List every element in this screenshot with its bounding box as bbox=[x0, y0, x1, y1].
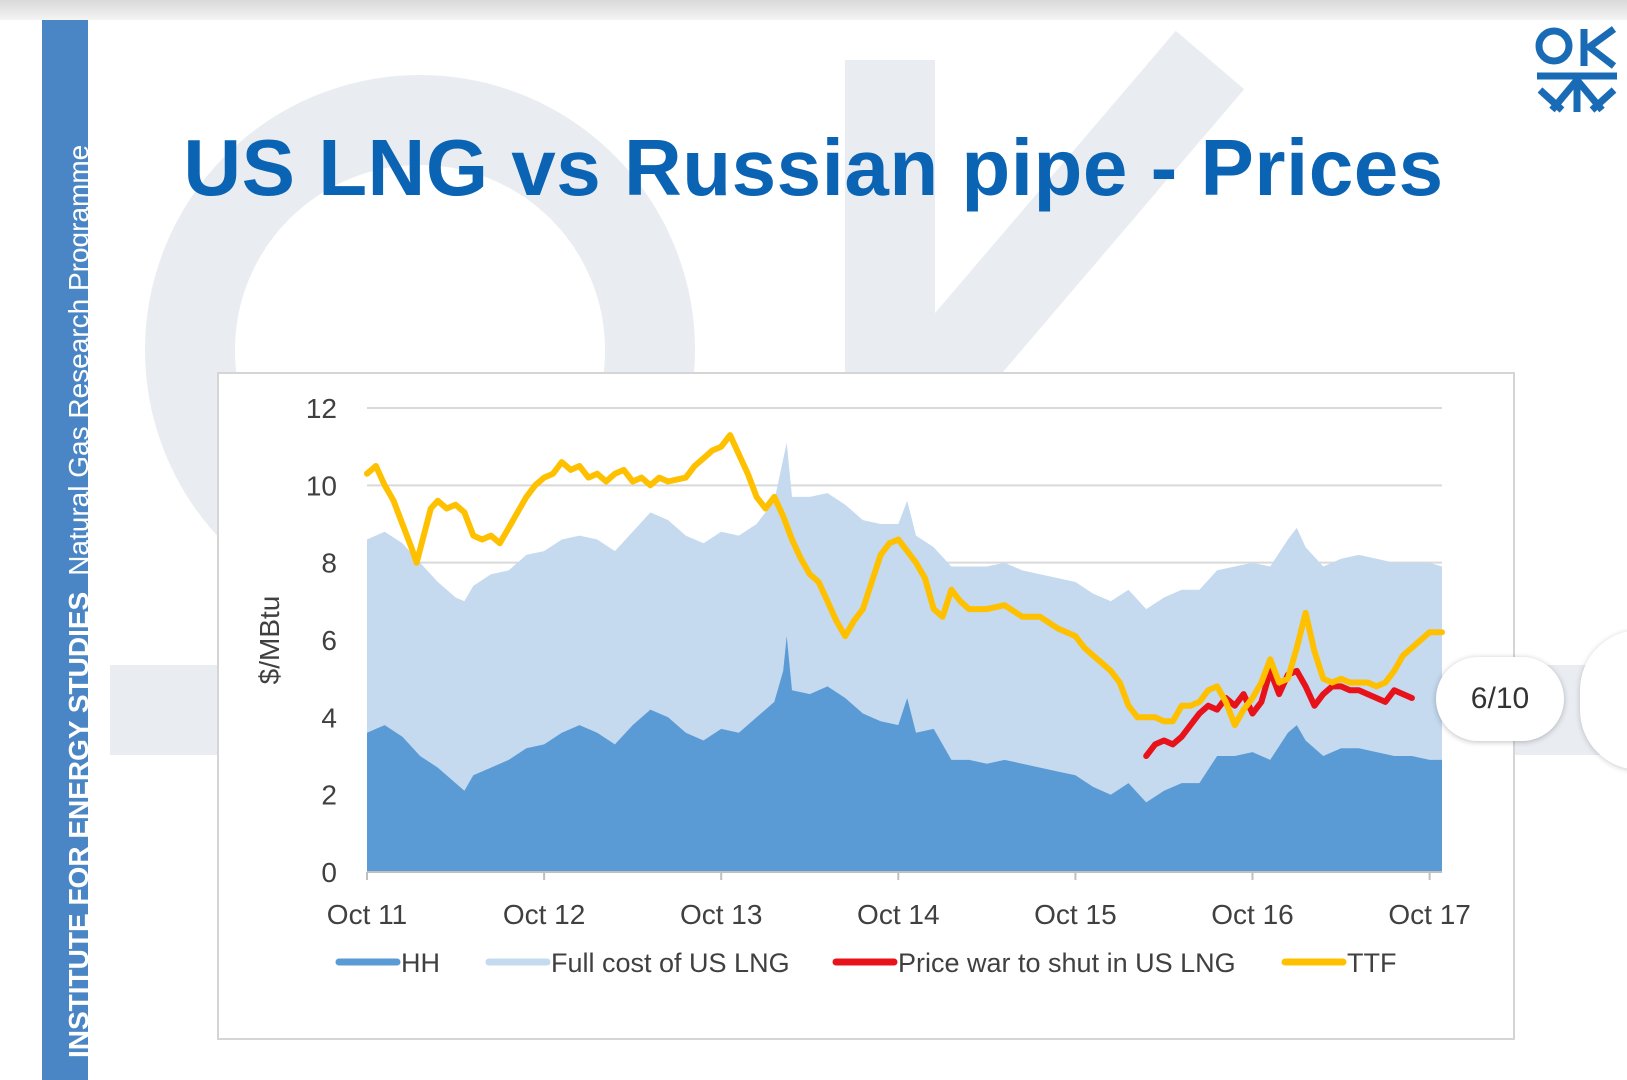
y-axis-label: $/MBtu bbox=[254, 596, 285, 685]
y-tick-label: 6 bbox=[321, 625, 337, 656]
x-tick-label: Oct 11 bbox=[327, 899, 407, 930]
top-rule bbox=[0, 0, 1627, 20]
area-hh bbox=[367, 636, 1442, 872]
legend-label: Price war to shut in US LNG bbox=[898, 948, 1236, 978]
legend-label: TTF bbox=[1347, 948, 1396, 978]
left-band-text: INSTITUTE FOR ENERGY STUDIESNatural Gas … bbox=[63, 145, 94, 1058]
legend-item: TTF bbox=[1281, 948, 1396, 978]
x-tick-label: Oct 15 bbox=[1034, 899, 1116, 930]
y-tick-label: 10 bbox=[306, 470, 337, 501]
line-ttf bbox=[364, 432, 1445, 729]
x-tick-label: Oct 12 bbox=[503, 899, 585, 930]
band-institute: INSTITUTE FOR ENERGY STUDIES bbox=[63, 591, 94, 1058]
y-tick-label: 4 bbox=[321, 702, 337, 733]
chart-card: 0 2 4 6 8 10 12 $/MBtu Oct 11 Oct 12 Oct 13 Oct 14 O… bbox=[217, 372, 1515, 1040]
y-tick-label: 2 bbox=[321, 780, 337, 811]
line-price-war-to-shut-in-us-lng bbox=[1143, 667, 1415, 759]
y-tick-label: 0 bbox=[321, 857, 337, 888]
legend-item: Price war to shut in US LNG bbox=[832, 948, 1236, 978]
y-tick-label: 12 bbox=[306, 393, 337, 424]
legend-label: HH bbox=[401, 948, 440, 978]
x-tick-label: Oct 16 bbox=[1211, 899, 1293, 930]
price-chart: 0 2 4 6 8 10 12 $/MBtu Oct 11 Oct 12 Oct 13 Oct 14 O… bbox=[254, 393, 1471, 978]
y-tick-label: 8 bbox=[321, 548, 337, 579]
page-indicator[interactable]: 6/10 bbox=[1436, 657, 1564, 741]
legend-label: Full cost of US LNG bbox=[551, 948, 790, 978]
left-band bbox=[42, 20, 88, 1080]
legend-item: Full cost of US LNG bbox=[485, 948, 790, 978]
oies-logo-icon bbox=[1535, 26, 1617, 113]
x-tick-label: Oct 14 bbox=[857, 899, 939, 930]
x-tick-label: Oct 13 bbox=[680, 899, 762, 930]
x-tick-label: Oct 17 bbox=[1388, 899, 1470, 930]
legend-item: HH bbox=[335, 948, 440, 978]
slide-title: US LNG vs Russian pipe - Prices bbox=[183, 123, 1444, 212]
